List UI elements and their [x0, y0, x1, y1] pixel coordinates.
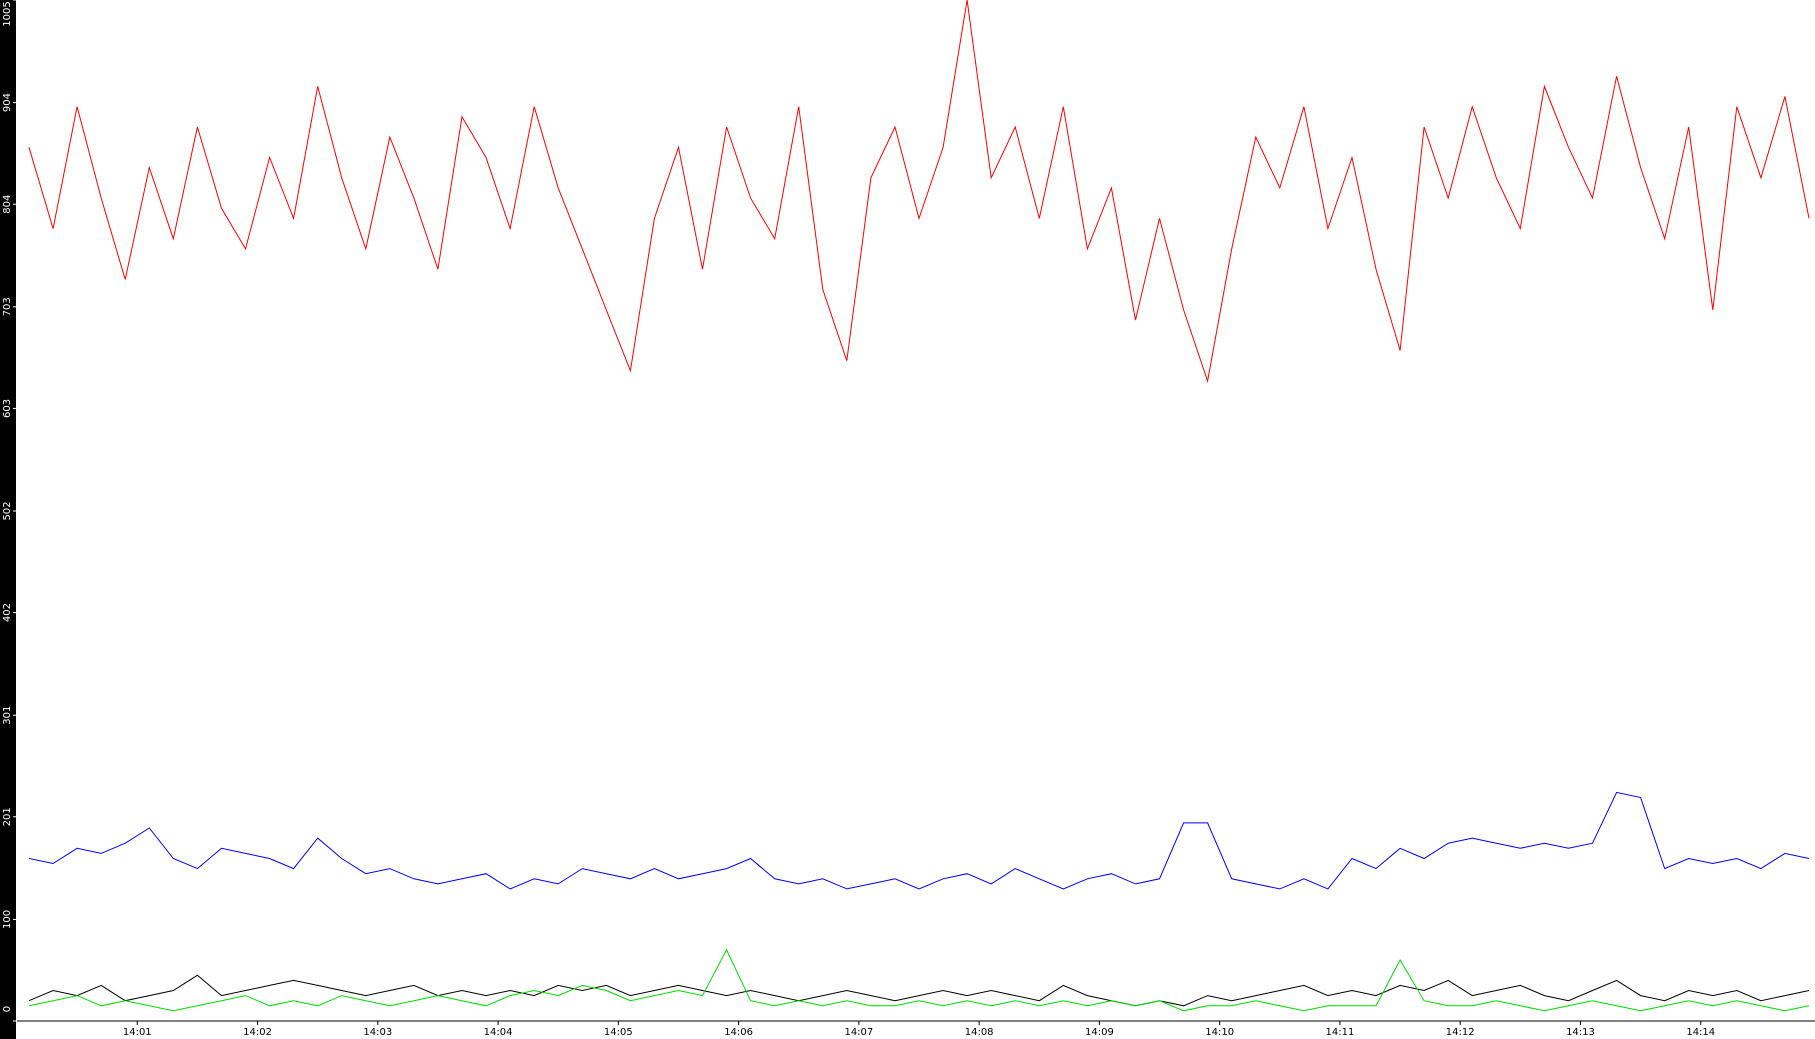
x-tick-label: 14:09 — [1085, 1027, 1114, 1038]
series-line — [28, 948, 1810, 1012]
y-tick-label: 0 — [2, 1006, 13, 1012]
x-tick-label: 14:04 — [484, 1027, 513, 1038]
y-axis-strip — [0, 0, 16, 1039]
x-tick-label: 14:13 — [1566, 1027, 1595, 1038]
series-line — [28, 791, 1810, 890]
x-tick-label: 14:05 — [604, 1027, 633, 1038]
y-tick-label: 804 — [2, 195, 13, 214]
x-tick-label: 14:14 — [1686, 1027, 1715, 1038]
y-tick-label: 703 — [2, 297, 13, 316]
x-tick-label: 14:12 — [1446, 1027, 1475, 1038]
x-tick-label: 14:06 — [724, 1027, 753, 1038]
y-tick-label: 301 — [2, 706, 13, 725]
x-tick-label: 14:02 — [243, 1027, 272, 1038]
x-tick-label: 14:08 — [965, 1027, 994, 1038]
y-tick-label: 603 — [2, 399, 13, 418]
y-tick-label: 904 — [2, 93, 13, 112]
x-tick-label: 14:03 — [363, 1027, 392, 1038]
x-tick-label: 14:11 — [1326, 1027, 1355, 1038]
x-tick-label: 14:01 — [123, 1027, 152, 1038]
y-tick-label: 402 — [2, 603, 13, 622]
y-tick-label: 100 — [2, 910, 13, 929]
x-tick-label: 14:07 — [844, 1027, 873, 1038]
series-line — [28, 0, 1810, 383]
y-tick-label: 502 — [2, 501, 13, 520]
y-tick-label: 1005 — [2, 1, 13, 26]
x-tick-label: 14:10 — [1205, 1027, 1234, 1038]
y-tick-label: 201 — [2, 807, 13, 826]
series-line — [28, 974, 1810, 1007]
